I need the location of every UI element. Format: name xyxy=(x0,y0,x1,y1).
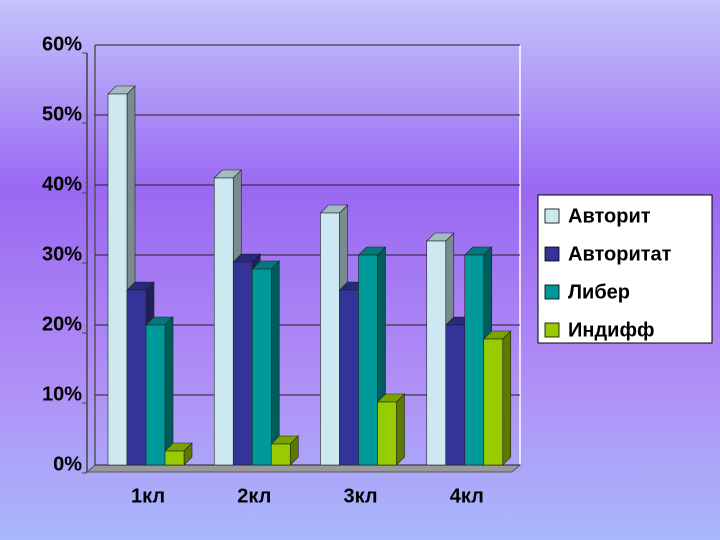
x-tick-label: 4кл xyxy=(450,485,484,507)
legend-label: Авторитат xyxy=(568,243,672,265)
bar xyxy=(377,401,397,466)
y-tick-label: 20% xyxy=(42,313,82,335)
legend-swatch xyxy=(544,208,560,224)
floor xyxy=(85,464,522,473)
legend-label: Индифф xyxy=(568,319,654,341)
legend-swatch xyxy=(544,322,560,338)
x-tick-label: 1кл xyxy=(131,485,165,507)
bar xyxy=(164,450,185,466)
bar xyxy=(126,289,147,466)
bar xyxy=(232,261,253,466)
bar xyxy=(145,324,166,466)
x-tick-label: 3кл xyxy=(343,485,377,507)
bar xyxy=(445,324,466,466)
bar-side xyxy=(270,260,280,466)
y-tick-label: 10% xyxy=(42,383,82,405)
legend-swatch xyxy=(544,284,560,300)
bar xyxy=(213,177,234,466)
bar xyxy=(107,93,128,466)
bar xyxy=(270,443,291,466)
bar xyxy=(464,254,485,466)
y-tick-label: 60% xyxy=(42,33,82,55)
y-tick-label: 30% xyxy=(42,243,82,265)
legend-swatch xyxy=(544,246,560,262)
bar xyxy=(358,254,378,466)
bar xyxy=(426,240,447,466)
legend-label: Либер xyxy=(568,281,630,303)
legend-box xyxy=(537,194,713,344)
y-tick-label: 50% xyxy=(42,103,82,125)
y-tick-label: 40% xyxy=(42,173,82,195)
y-tick-label: 0% xyxy=(53,453,82,475)
bar xyxy=(483,338,504,466)
bar xyxy=(251,268,272,466)
bar-side xyxy=(502,330,512,466)
legend-label: Авторит xyxy=(568,205,651,227)
bar-side xyxy=(396,393,405,466)
x-tick-label: 2кл xyxy=(237,485,271,507)
bar-side xyxy=(164,316,174,466)
bar xyxy=(320,212,340,466)
bar xyxy=(339,289,359,466)
